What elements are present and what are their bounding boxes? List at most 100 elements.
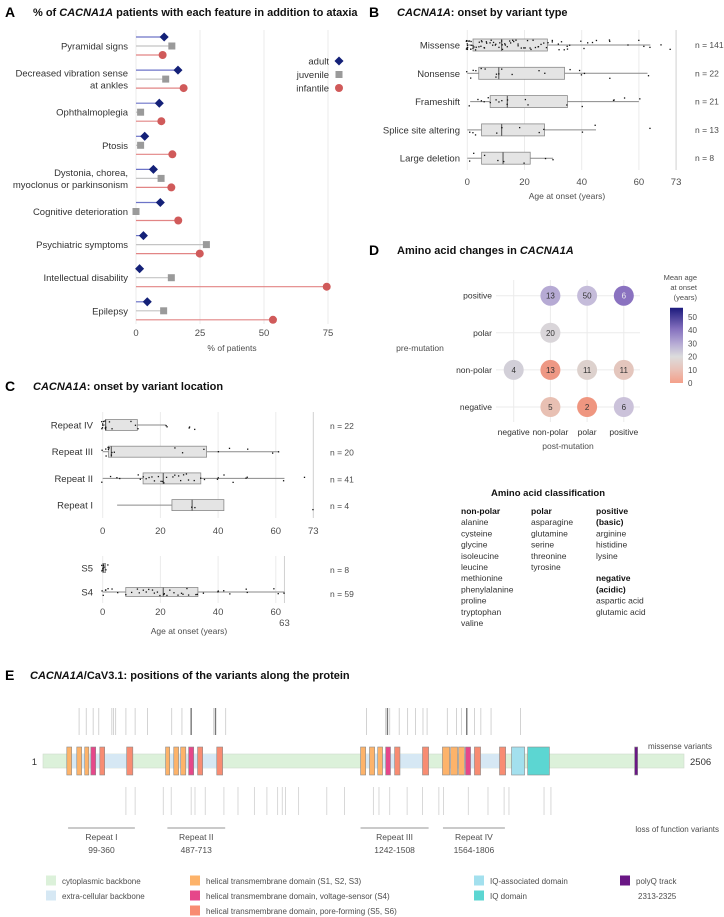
data-point — [669, 48, 671, 51]
data-point — [137, 428, 139, 430]
data-point — [490, 39, 492, 41]
domain-pore — [474, 746, 481, 776]
data-point — [480, 100, 483, 102]
x-tick-label: 60 — [271, 607, 282, 618]
data-point — [466, 39, 468, 42]
data-point — [139, 478, 141, 480]
data-point — [551, 41, 553, 43]
infantile-marker — [322, 282, 331, 291]
data-point — [247, 448, 249, 450]
data-point — [180, 592, 183, 594]
category-label: Intellectual disability — [44, 273, 129, 284]
data-point — [105, 455, 107, 457]
data-point — [159, 594, 161, 597]
domain-pore — [216, 746, 223, 776]
data-point — [246, 476, 248, 478]
colorbar-tick-label: 40 — [688, 326, 697, 335]
panel-d-ylabel: pre-mutation — [396, 343, 444, 353]
data-point — [102, 594, 104, 597]
data-point — [495, 76, 497, 78]
colorbar-title: Mean age — [664, 273, 697, 282]
data-point — [498, 46, 500, 49]
data-point — [481, 41, 483, 43]
juvenile-marker — [202, 241, 210, 249]
repeat-range: 487-713 — [181, 845, 212, 855]
x-tick-label-extra: 63 — [279, 618, 290, 629]
data-point — [537, 46, 539, 48]
data-point — [102, 420, 105, 423]
group-label: S5 — [81, 564, 93, 575]
data-point — [477, 98, 479, 101]
bubble-count: 20 — [546, 329, 555, 338]
amino-acid: cysteine — [461, 528, 492, 538]
data-point — [470, 44, 472, 46]
data-point — [194, 506, 196, 509]
category-label: Ophthalmoplegia — [56, 108, 129, 119]
infantile-marker — [195, 249, 204, 258]
infantile-marker — [268, 315, 277, 324]
data-point — [534, 46, 537, 49]
data-point — [282, 480, 285, 482]
panel-label-e: E — [5, 667, 14, 683]
data-point — [524, 98, 527, 101]
data-point — [166, 426, 168, 428]
amino-acid: histidine — [596, 540, 627, 550]
classification-title: Amino acid classification — [491, 488, 605, 499]
legend-label: helical transmembrane domain, voltage-se… — [206, 892, 390, 901]
data-point — [151, 476, 153, 478]
legend-swatch-pore — [190, 905, 200, 916]
data-point — [113, 451, 115, 453]
domain-pore — [197, 746, 203, 776]
repeat-label: Repeat III — [376, 832, 413, 842]
n-count-label: n = 13 — [695, 125, 719, 135]
data-point — [273, 588, 275, 590]
data-point — [566, 45, 568, 48]
domain-iq — [527, 746, 550, 776]
y-category-label: negative — [460, 402, 492, 412]
adult-marker — [155, 197, 165, 208]
data-point — [130, 420, 132, 423]
data-point — [187, 479, 190, 481]
panel-d-xlabel: post-mutation — [542, 441, 594, 451]
colorbar — [670, 307, 683, 383]
domain-tm — [458, 746, 465, 776]
x-category-label: negative — [498, 427, 530, 437]
data-point — [523, 47, 525, 49]
data-point — [511, 73, 513, 76]
data-point — [136, 588, 139, 590]
adult-marker — [159, 32, 169, 42]
data-point — [203, 448, 205, 450]
data-point — [495, 99, 497, 101]
data-point — [102, 567, 104, 569]
domain-tm — [377, 746, 383, 776]
x-category-label: non-polar — [532, 427, 568, 437]
repeat-range: 99-360 — [88, 845, 115, 855]
data-point — [608, 39, 611, 41]
data-point — [594, 124, 596, 126]
data-point — [472, 69, 474, 72]
data-point — [105, 448, 107, 450]
panel-label-d: D — [369, 242, 379, 258]
domain-tm — [369, 746, 375, 776]
data-point — [578, 69, 581, 72]
data-point — [188, 426, 191, 428]
panel-e-title: CACNA1A/CaV3.1: positions of the variant… — [30, 670, 350, 682]
group-label: Large deletion — [400, 154, 460, 165]
data-point — [134, 424, 137, 426]
class-heading: positive — [596, 506, 628, 516]
data-point — [172, 476, 174, 478]
title-part: Amino acid changes in — [397, 245, 520, 257]
data-point — [517, 43, 519, 45]
data-point — [470, 40, 472, 43]
data-point — [101, 590, 103, 592]
box — [478, 66, 565, 80]
data-point — [486, 42, 488, 44]
n-count-label: n = 21 — [695, 97, 719, 107]
x-tick-label: 0 — [100, 526, 105, 537]
bubble — [577, 285, 598, 306]
data-point — [480, 40, 483, 42]
data-point — [509, 42, 512, 44]
n-count-label: n = 41 — [330, 474, 354, 484]
data-point — [102, 564, 105, 566]
data-point — [480, 45, 482, 47]
